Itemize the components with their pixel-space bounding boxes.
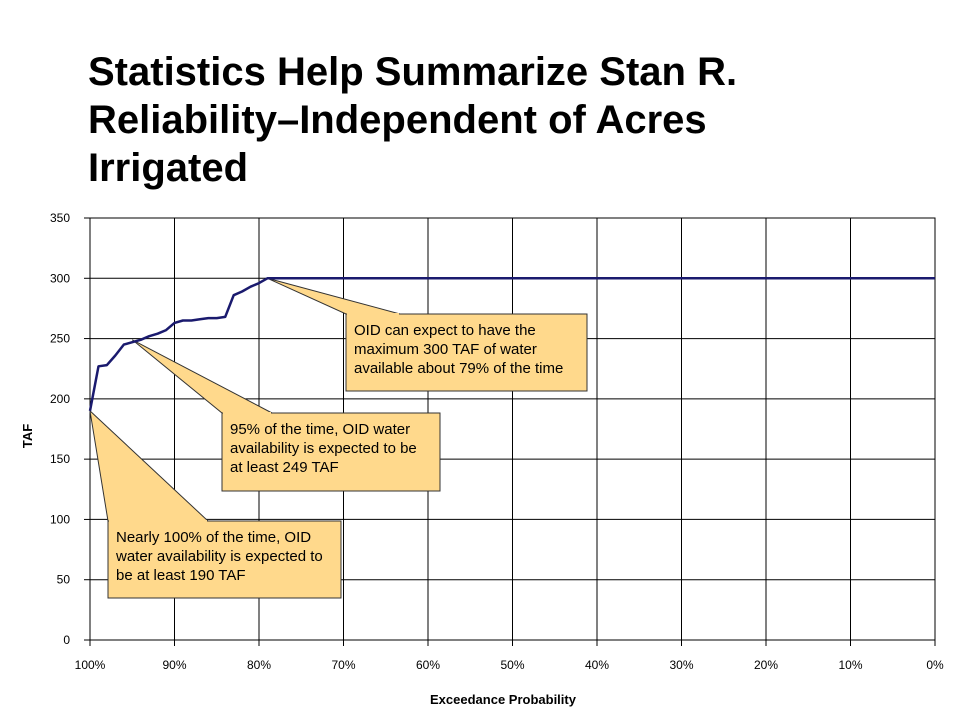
- callout-line: Nearly 100% of the time, OID: [116, 529, 312, 546]
- y-tick-label: 50: [57, 573, 71, 587]
- callout-line: 95% of the time, OID water: [230, 421, 411, 438]
- x-tick-label: 0%: [926, 658, 944, 672]
- title-line-3: Irrigated: [88, 146, 249, 190]
- y-tick-label: 300: [50, 271, 70, 285]
- callout-text: Nearly 100% of the time, OID water availa…: [108, 523, 341, 590]
- x-axis-title: Exceedance Probability: [430, 692, 577, 707]
- x-tick-label: 40%: [585, 658, 609, 672]
- callout-line: water availability is expected to: [116, 548, 323, 565]
- x-tick-label: 100%: [75, 658, 106, 672]
- x-tick-label: 70%: [331, 658, 355, 672]
- title-line-2: Reliability–Independent of Acres: [88, 98, 707, 142]
- x-tick-label: 90%: [162, 658, 186, 672]
- axis-layer: 0 50 100 150 200 250 300 350 100% 90% 80% 70% 60% 50%…: [50, 211, 944, 672]
- callout-line: at least 249 TAF: [230, 459, 339, 476]
- slide-title: Statistics Help Summarize Stan R. Reliab…: [88, 48, 888, 192]
- callout-box: [345, 313, 588, 392]
- callout-line: availability is expected to be: [230, 440, 417, 457]
- callout-line: maximum 300 TAF of water: [354, 341, 537, 358]
- callout-box: [221, 412, 441, 492]
- callout-line: be at least 190 TAF: [116, 567, 246, 584]
- title-line-1: Statistics Help Summarize Stan R.: [88, 50, 738, 94]
- x-tick-label: 20%: [754, 658, 778, 672]
- series-layer: [88, 277, 935, 412]
- x-tick-label: 50%: [500, 658, 524, 672]
- callout-text: 95% of the time, OID water availability i…: [222, 415, 440, 482]
- x-tick-label: 30%: [669, 658, 693, 672]
- callout-boxes: [107, 313, 588, 599]
- callout-box: [107, 520, 342, 599]
- y-axis-title: TAF: [20, 424, 35, 448]
- y-tick-label: 350: [50, 211, 70, 225]
- series-line: [88, 277, 935, 412]
- y-tick-label: 150: [50, 452, 70, 466]
- x-tick-label: 80%: [247, 658, 271, 672]
- y-tick-label: 200: [50, 392, 70, 406]
- y-tick-label: 250: [50, 332, 70, 346]
- callout-line: OID can expect to have the: [354, 322, 536, 339]
- callout-pointer: [267, 277, 401, 315]
- x-tick-label: 10%: [838, 658, 862, 672]
- callout-pointer: [89, 409, 210, 522]
- y-tick-label: 0: [63, 633, 70, 647]
- callout-line: available about 79% of the time: [354, 360, 564, 377]
- y-tick-label: 100: [50, 512, 70, 526]
- callout-pointer: [131, 339, 273, 414]
- callout-text: OID can expect to have the maximum 300 TA…: [346, 316, 587, 383]
- x-tick-label: 60%: [416, 658, 440, 672]
